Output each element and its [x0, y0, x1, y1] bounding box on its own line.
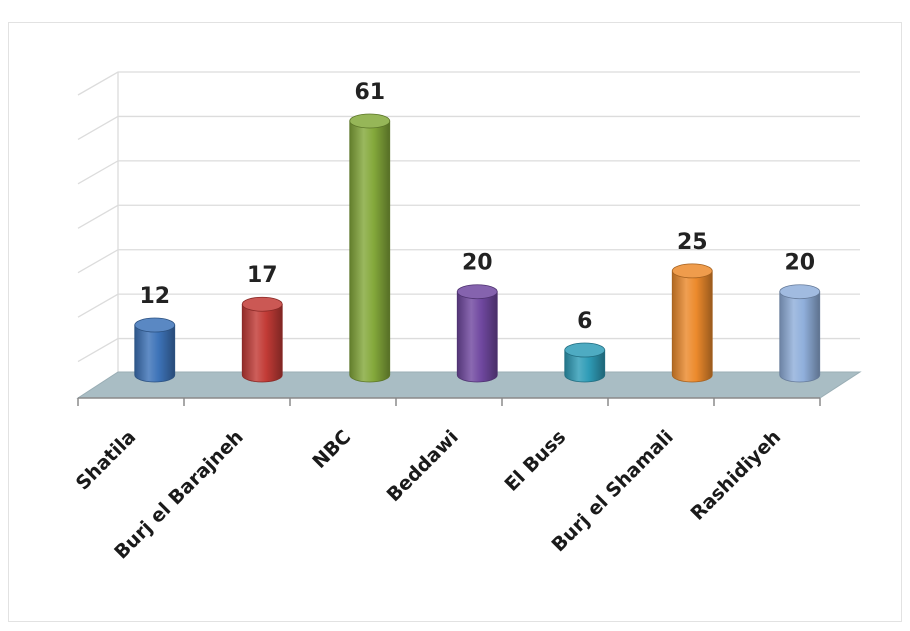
- bar-top: [671, 263, 713, 279]
- bar-body: [564, 349, 606, 383]
- gridline: [77, 115, 860, 140]
- category-label: Beddawi: [383, 426, 463, 506]
- category-label: Rashidiyeh: [686, 426, 785, 525]
- bar-body: [671, 270, 713, 383]
- data-label: 6: [577, 309, 592, 334]
- bar-top: [241, 296, 283, 312]
- data-label: 12: [139, 284, 170, 309]
- bar-beddawi: [456, 284, 498, 383]
- data-label: 20: [784, 251, 815, 276]
- data-label: 25: [677, 230, 708, 255]
- bar-el-buss: [564, 342, 606, 383]
- gridline: [77, 204, 860, 229]
- bar-top: [349, 113, 391, 129]
- bar-burj-el-shamali: [671, 263, 713, 383]
- bar-burj-el-barajneh: [241, 296, 283, 383]
- category-label: Burj el Shamali: [548, 426, 678, 556]
- bar-body: [134, 324, 176, 383]
- bar-shatila: [134, 317, 176, 383]
- gridlines: [77, 71, 860, 372]
- bar-body: [241, 303, 283, 383]
- bar-body: [349, 120, 391, 383]
- category-label: Shatila: [72, 426, 141, 495]
- bar-top: [456, 284, 498, 300]
- bar-top: [564, 342, 606, 358]
- gridline: [77, 160, 860, 185]
- category-label: NBC: [308, 426, 355, 473]
- bar-body: [456, 291, 498, 383]
- bar-rashidiyeh: [779, 284, 821, 383]
- data-label: 17: [247, 263, 278, 288]
- category-label: El Buss: [500, 426, 570, 496]
- bar-top: [779, 284, 821, 300]
- data-label: 20: [462, 251, 493, 276]
- gridline: [77, 71, 860, 96]
- bar-top: [134, 317, 176, 333]
- bars: [134, 113, 821, 383]
- data-label: 61: [354, 80, 385, 105]
- bar-nbc: [349, 113, 391, 383]
- x-axis: [77, 397, 821, 406]
- data-labels: 12 17 61 20 6 25 20: [139, 80, 815, 334]
- bar-body: [779, 291, 821, 383]
